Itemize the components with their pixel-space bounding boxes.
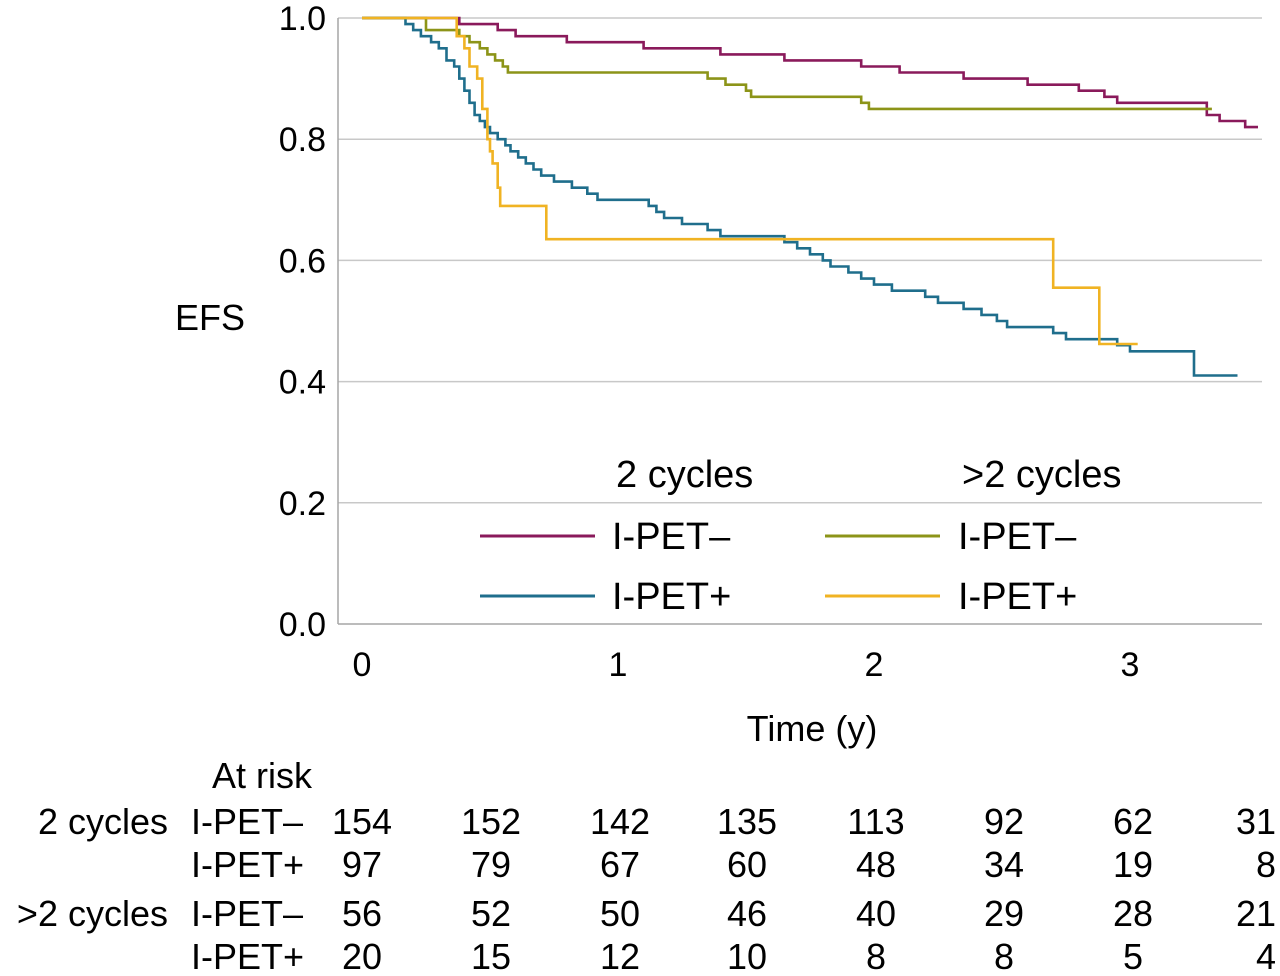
y-tick-label: 0.6 (279, 242, 326, 280)
curve-2c-ipet-pos (362, 16, 1238, 377)
curve-gt2c-ipet-pos (362, 16, 1138, 346)
legend-label-2c-neg: I-PET– (612, 516, 731, 558)
gridlines (338, 17, 1262, 504)
risk-count: 62 (1113, 801, 1153, 842)
risk-count: 97 (342, 844, 382, 885)
y-tick-label: 0.8 (279, 121, 326, 159)
risk-count: 56 (342, 893, 382, 934)
risk-count: 20 (342, 936, 382, 976)
legend-header-gt2-cycles: >2 cycles (962, 454, 1121, 496)
at-risk-title: At risk (212, 755, 313, 796)
risk-count: 8 (994, 936, 1014, 976)
x-tick-label: 2 (865, 646, 884, 684)
risk-row-label: I-PET– (191, 801, 303, 842)
risk-count: 92 (984, 801, 1024, 842)
legend-label-gt2c-neg: I-PET– (958, 516, 1077, 558)
risk-count: 19 (1113, 844, 1153, 885)
y-tick-label: 0.4 (279, 364, 326, 402)
risk-group-label: 2 cycles (38, 801, 168, 842)
axes (337, 18, 1262, 625)
risk-count: 34 (984, 844, 1024, 885)
risk-count: 8 (1256, 844, 1276, 885)
x-tick-label: 3 (1121, 646, 1140, 684)
legend-label-gt2c-pos: I-PET+ (958, 576, 1077, 618)
risk-count: 29 (984, 893, 1024, 934)
at-risk-table: At risk 2 cycles I-PET– 154 152 142 135 113 92 6… (17, 755, 1276, 976)
risk-row-label: I-PET+ (191, 844, 304, 885)
risk-count: 52 (471, 893, 511, 934)
x-tick-label: 0 (353, 646, 372, 684)
risk-count: 46 (727, 893, 767, 934)
risk-count: 5 (1123, 936, 1143, 976)
risk-count: 4 (1256, 936, 1276, 976)
risk-count: 113 (847, 801, 904, 842)
risk-group-label: >2 cycles (17, 893, 168, 934)
legend-header-2-cycles: 2 cycles (616, 454, 753, 496)
risk-count: 152 (461, 801, 521, 842)
y-tick-label: 0.2 (279, 485, 326, 523)
tick-labels: 0.0 0.2 0.4 0.6 0.8 1.0 0 1 2 3 (279, 0, 1140, 684)
risk-count: 8 (866, 936, 886, 976)
y-axis-label: EFS (175, 297, 245, 338)
curve-gt2c-ipet-neg (362, 16, 1212, 111)
risk-count: 154 (332, 801, 392, 842)
risk-count: 10 (727, 936, 767, 976)
y-tick-label: 0.0 (279, 606, 326, 644)
risk-count: 40 (856, 893, 896, 934)
risk-count: 12 (600, 936, 640, 976)
risk-count: 15 (471, 936, 511, 976)
legend: 2 cycles >2 cycles I-PET– I-PET+ I-PET– … (480, 454, 1121, 618)
x-tick-label: 1 (609, 646, 628, 684)
risk-count: 142 (590, 801, 650, 842)
x-axis-label: Time (y) (747, 708, 878, 749)
risk-count: 31 (1236, 801, 1276, 842)
risk-count: 79 (471, 844, 511, 885)
curve-2c-ipet-neg (362, 16, 1258, 129)
risk-count: 135 (717, 801, 777, 842)
risk-row-label: I-PET+ (191, 936, 304, 976)
legend-label-2c-pos: I-PET+ (612, 576, 731, 618)
survival-curves (362, 16, 1258, 377)
risk-count: 28 (1113, 893, 1153, 934)
y-tick-label: 1.0 (279, 0, 326, 38)
risk-count: 48 (856, 844, 896, 885)
risk-count: 50 (600, 893, 640, 934)
risk-count: 60 (727, 844, 767, 885)
risk-count: 21 (1236, 893, 1276, 934)
risk-row-label: I-PET– (191, 893, 303, 934)
risk-count: 67 (600, 844, 640, 885)
